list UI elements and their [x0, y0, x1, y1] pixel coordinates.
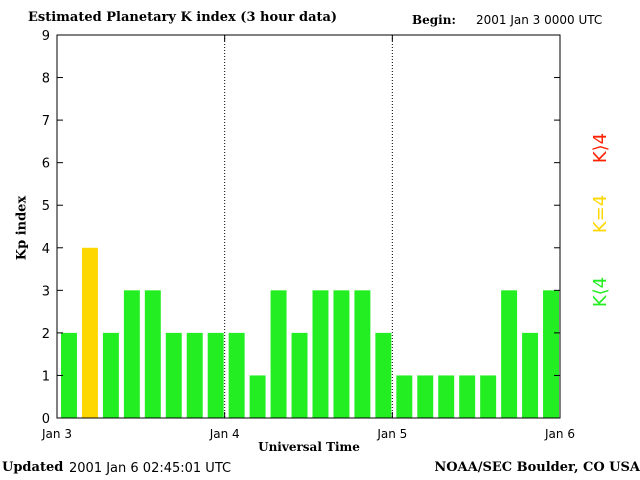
chart-title: Estimated Planetary K index (3 hour data… [28, 10, 338, 25]
x-tick-label: Jan 3 [41, 427, 72, 441]
y-tick-label: 4 [42, 242, 50, 257]
kp-bar [291, 332, 308, 418]
y-tick-label: 0 [42, 412, 50, 427]
kp-bar [438, 375, 455, 418]
y-tick-label: 6 [42, 157, 50, 172]
y-tick-label: 3 [42, 284, 50, 299]
y-tick-label: 2 [42, 327, 50, 342]
y-tick-label: 5 [42, 199, 50, 214]
kp-bar [270, 290, 287, 418]
kp-bar [144, 290, 161, 418]
updated-label: Updated [2, 460, 64, 475]
footer-org: NOAA/SEC Boulder, CO USA [434, 460, 640, 475]
kp-bar [543, 290, 559, 418]
y-tick-label: 8 [42, 72, 50, 87]
x-axis-label: Universal Time [258, 440, 360, 454]
kp-bar [186, 332, 203, 418]
x-tick-label: Jan 5 [376, 427, 407, 441]
y-tick-label: 1 [42, 369, 50, 384]
begin-label: Begin: [412, 13, 456, 27]
kp-bar [333, 290, 350, 418]
kp-bar [207, 332, 224, 418]
kp-bar [417, 375, 434, 418]
updated-value: 2001 Jan 6 02:45:01 UTC [69, 461, 232, 476]
kp-bar [522, 332, 539, 418]
y-tick-label: 9 [42, 29, 50, 44]
kp-bar [123, 290, 140, 418]
kp-bar [102, 332, 119, 418]
plot-frame [56, 34, 561, 419]
kp-bar [228, 332, 245, 418]
kp-bar [501, 290, 518, 418]
y-tick-label: 7 [42, 114, 50, 129]
kp-bar [375, 332, 392, 418]
kp-bar [459, 375, 476, 418]
x-tick-label: Jan 4 [209, 427, 240, 441]
kp-bar [396, 375, 413, 418]
kp-bar [61, 332, 77, 418]
kp-bar [480, 375, 497, 418]
kp-bar [249, 375, 266, 418]
kp-bar [165, 332, 182, 418]
x-tick-label: Jan 6 [544, 427, 575, 441]
kp-bar [81, 247, 98, 418]
kp-bar [354, 290, 371, 418]
begin-value: 2001 Jan 3 0000 UTC [476, 13, 603, 27]
kp-bar [312, 290, 329, 418]
